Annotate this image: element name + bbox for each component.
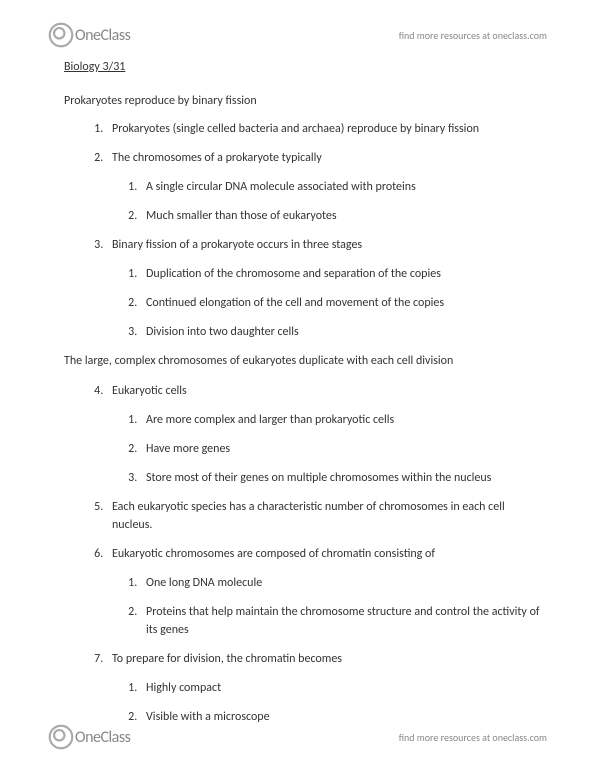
item-text: A single circular DNA molecule associate… (146, 180, 416, 194)
item-text: Have more genes (146, 442, 230, 456)
list-item: To prepare for division, the chromatin b… (106, 650, 547, 726)
list-item: Binary fission of a prokaryote occurs in… (106, 236, 547, 341)
header-link[interactable]: find more resources at oneclass.com (399, 29, 547, 42)
section-intro-2: The large, complex chromosomes of eukary… (64, 352, 531, 370)
item-text: Prokaryotes (single celled bacteria and … (112, 122, 479, 136)
sub-list: Highly compact Visible with a microscope (140, 679, 547, 726)
logo-text: OneClass (75, 26, 130, 45)
item-text: Eukaryotic cells (112, 384, 187, 398)
item-text: Store most of their genes on multiple ch… (146, 471, 491, 485)
item-text: Eukaryotic chromosomes are composed of c… (112, 547, 435, 561)
item-text: Each eukaryotic species has a characteri… (112, 500, 505, 532)
item-text: Binary fission of a prokaryote occurs in… (112, 238, 362, 252)
item-text: Much smaller than those of eukaryotes (146, 209, 337, 223)
logo-icon (48, 22, 74, 48)
list-item: A single circular DNA molecule associate… (140, 178, 547, 196)
document-title: Biology 3/31 (64, 60, 547, 74)
page-header: OneClass find more resources at oneclass… (48, 22, 547, 48)
list-item: Duplication of the chromosome and separa… (140, 265, 547, 283)
item-text: Proteins that help maintain the chromoso… (146, 605, 540, 637)
list-item: Eukaryotic cells Are more complex and la… (106, 382, 547, 487)
list-item: The chromosomes of a prokaryote typicall… (106, 149, 547, 225)
item-text: To prepare for division, the chromatin b… (112, 652, 342, 666)
item-text: One long DNA molecule (146, 576, 262, 590)
list-item: Are more complex and larger than prokary… (140, 411, 547, 429)
list-item: One long DNA molecule (140, 574, 547, 592)
main-list-1: Prokaryotes (single celled bacteria and … (106, 120, 547, 341)
logo: OneClass (48, 22, 130, 48)
footer-link[interactable]: find more resources at oneclass.com (399, 731, 547, 744)
item-text: The chromosomes of a prokaryote typicall… (112, 151, 322, 165)
footer-logo: OneClass (48, 724, 130, 750)
list-item: Much smaller than those of eukaryotes (140, 207, 547, 225)
item-text: Duplication of the chromosome and separa… (146, 267, 441, 281)
footer-logo-text: OneClass (75, 728, 130, 747)
item-text: Visible with a microscope (146, 710, 270, 724)
list-item: Division into two daughter cells (140, 323, 547, 341)
list-item: Each eukaryotic species has a characteri… (106, 498, 547, 534)
list-item: Eukaryotic chromosomes are composed of c… (106, 545, 547, 639)
list-item: Store most of their genes on multiple ch… (140, 469, 547, 487)
sub-list: A single circular DNA molecule associate… (140, 178, 547, 225)
main-list-2: Eukaryotic cells Are more complex and la… (106, 382, 547, 726)
sub-list: Are more complex and larger than prokary… (140, 411, 547, 487)
list-item: Proteins that help maintain the chromoso… (140, 603, 547, 639)
list-item: Continued elongation of the cell and mov… (140, 294, 547, 312)
list-item: Prokaryotes (single celled bacteria and … (106, 120, 547, 138)
item-text: Continued elongation of the cell and mov… (146, 296, 444, 310)
section-intro-1: Prokaryotes reproduce by binary fission (64, 94, 547, 108)
item-text: Are more complex and larger than prokary… (146, 413, 394, 427)
item-text: Division into two daughter cells (146, 325, 299, 339)
item-text: Highly compact (146, 681, 221, 695)
logo-icon (48, 724, 74, 750)
sub-list: Duplication of the chromosome and separa… (140, 265, 547, 341)
page-footer: OneClass find more resources at oneclass… (48, 724, 547, 750)
sub-list: One long DNA molecule Proteins that help… (140, 574, 547, 639)
list-item: Highly compact (140, 679, 547, 697)
list-item: Have more genes (140, 440, 547, 458)
